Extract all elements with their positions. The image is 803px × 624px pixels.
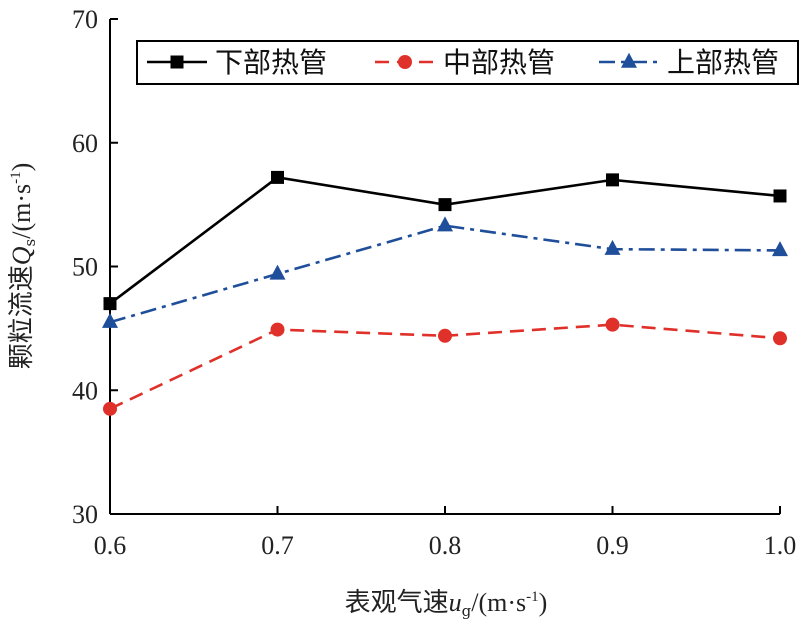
y-tick-label: 40 [72,376,98,405]
data-point [438,198,452,212]
data-point [270,322,285,337]
legend-label: 下部热管 [215,46,327,79]
series-3 [102,216,788,328]
x-tick-label: 0.9 [596,531,629,560]
data-point [271,170,284,184]
data-point [773,189,787,203]
x-axis-title: 表观气速ug/(m·s-1) [345,588,548,620]
legend-item-2: 中部热管 [375,46,555,79]
legend-item-1: 下部热管 [147,46,327,79]
series-line [109,224,781,324]
legend-label: 上部热管 [667,46,779,79]
data-point [772,241,788,257]
data-point [437,216,453,232]
series-1 [103,170,787,311]
y-tick-label: 50 [72,253,98,282]
data-point [269,264,286,280]
data-point [773,331,787,346]
legend-box [136,40,799,85]
legend-item-3: 上部热管 [599,46,779,79]
series-layer [102,170,788,416]
y-axis-title: 颗粒流速Qs/(m·s-1) [7,163,39,370]
legend-swatch-marker [621,52,637,68]
legend-swatch-marker [398,55,412,69]
series-2 [103,317,787,416]
x-tick-label: 0.7 [261,531,294,560]
legend: 下部热管 中部热管 上部热管 [136,40,799,85]
y-tick-label: 30 [72,500,98,529]
data-point [102,312,118,328]
legend-swatch-marker [170,55,184,69]
legend-label: 中部热管 [443,46,555,79]
x-tick-label: 1.0 [764,531,797,560]
data-point [103,401,117,416]
y-tick-label: 70 [72,5,98,34]
y-tick-label: 60 [72,129,98,158]
axes: 30 40 50 60 70 0.6 0.7 0.8 0.9 1.0 [72,5,796,560]
data-point [605,317,620,332]
data-point [606,173,619,187]
data-point [438,328,452,343]
series-line [109,176,781,305]
data-point [604,239,621,255]
x-tick-label: 0.8 [429,531,462,560]
data-point [103,297,117,311]
x-tick-label: 0.6 [94,531,127,560]
